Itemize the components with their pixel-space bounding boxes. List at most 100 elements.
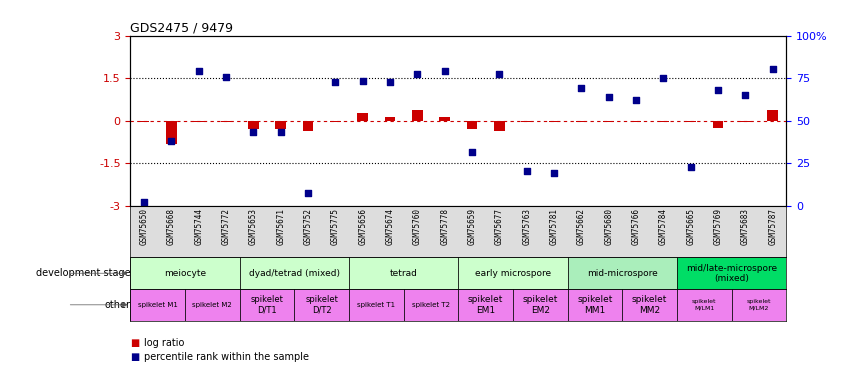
Text: GSM75671: GSM75671 bbox=[276, 209, 285, 245]
Text: spikelet
MM2: spikelet MM2 bbox=[632, 295, 668, 315]
Bar bbox=[139, 121, 149, 122]
Point bbox=[301, 190, 315, 196]
Text: spikelet M2: spikelet M2 bbox=[193, 302, 232, 308]
Bar bbox=[276, 121, 286, 129]
Point bbox=[383, 80, 397, 86]
Point bbox=[766, 66, 780, 72]
Text: GSM75778: GSM75778 bbox=[440, 209, 449, 245]
Text: spikelet
EM2: spikelet EM2 bbox=[522, 295, 558, 315]
Text: GSM75772: GSM75772 bbox=[221, 209, 230, 245]
Text: GSM75662: GSM75662 bbox=[577, 209, 586, 245]
Bar bbox=[568, 289, 622, 321]
Point bbox=[738, 92, 752, 98]
Bar bbox=[458, 289, 513, 321]
Bar bbox=[604, 121, 614, 122]
Bar bbox=[221, 121, 231, 122]
Point bbox=[137, 198, 151, 204]
Bar bbox=[631, 121, 641, 122]
Text: GSM75744: GSM75744 bbox=[194, 209, 204, 245]
Bar bbox=[495, 121, 505, 130]
Point bbox=[438, 68, 452, 74]
Bar bbox=[240, 257, 349, 289]
Bar bbox=[349, 289, 404, 321]
Bar bbox=[130, 257, 240, 289]
Text: GSM75784: GSM75784 bbox=[659, 209, 668, 245]
Bar bbox=[685, 121, 696, 122]
Text: GSM75787: GSM75787 bbox=[768, 209, 777, 245]
Text: early microspore: early microspore bbox=[475, 269, 551, 278]
Point bbox=[220, 74, 233, 80]
Text: GSM75680: GSM75680 bbox=[604, 209, 613, 245]
Point bbox=[711, 87, 725, 93]
Text: GSM75775: GSM75775 bbox=[331, 209, 340, 245]
Text: mid/late-microspore
(mixed): mid/late-microspore (mixed) bbox=[686, 264, 777, 283]
Text: GSM75677: GSM75677 bbox=[495, 209, 504, 245]
Point bbox=[329, 80, 342, 86]
Bar bbox=[677, 257, 786, 289]
Text: log ratio: log ratio bbox=[144, 338, 184, 348]
Point bbox=[602, 94, 616, 100]
Bar bbox=[167, 121, 177, 144]
Bar bbox=[622, 289, 677, 321]
Bar bbox=[303, 121, 313, 132]
Bar bbox=[768, 110, 778, 121]
Text: spikelet T1: spikelet T1 bbox=[357, 302, 395, 308]
Bar bbox=[568, 257, 677, 289]
Point bbox=[274, 129, 288, 135]
Text: GSM75763: GSM75763 bbox=[522, 209, 532, 245]
Text: ■: ■ bbox=[130, 338, 140, 348]
Text: GSM75653: GSM75653 bbox=[249, 209, 258, 245]
Point bbox=[246, 129, 260, 135]
Bar bbox=[357, 113, 368, 121]
Text: GSM75683: GSM75683 bbox=[741, 209, 750, 245]
Text: spikelet
M/LM2: spikelet M/LM2 bbox=[747, 299, 771, 310]
Bar bbox=[248, 121, 258, 129]
Text: ■: ■ bbox=[130, 352, 140, 362]
Bar bbox=[549, 121, 559, 122]
Bar bbox=[412, 110, 422, 121]
Text: tetrad: tetrad bbox=[389, 269, 418, 278]
Text: GSM75650: GSM75650 bbox=[140, 209, 149, 245]
Text: development stage: development stage bbox=[35, 268, 130, 278]
Text: GSM75665: GSM75665 bbox=[686, 209, 696, 245]
Text: spikelet M1: spikelet M1 bbox=[138, 302, 177, 308]
Text: GSM75656: GSM75656 bbox=[358, 209, 368, 245]
Text: dyad/tetrad (mixed): dyad/tetrad (mixed) bbox=[249, 269, 340, 278]
Bar bbox=[349, 257, 458, 289]
Bar bbox=[130, 289, 185, 321]
Text: spikelet
MM1: spikelet MM1 bbox=[577, 295, 613, 315]
Text: GSM75659: GSM75659 bbox=[468, 209, 477, 245]
Text: GSM75760: GSM75760 bbox=[413, 209, 422, 245]
Bar bbox=[294, 289, 349, 321]
Text: GSM75781: GSM75781 bbox=[549, 209, 558, 245]
Text: spikelet T2: spikelet T2 bbox=[412, 302, 450, 308]
Text: GSM75668: GSM75668 bbox=[167, 209, 176, 245]
Text: GSM75766: GSM75766 bbox=[632, 209, 641, 245]
Text: spikelet
M/LM1: spikelet M/LM1 bbox=[692, 299, 717, 310]
Point bbox=[410, 71, 424, 77]
Point bbox=[629, 97, 643, 103]
Bar bbox=[467, 121, 477, 129]
Text: spikelet
D/T2: spikelet D/T2 bbox=[305, 295, 338, 315]
Bar bbox=[513, 289, 568, 321]
Point bbox=[547, 170, 561, 176]
Text: meiocyte: meiocyte bbox=[164, 269, 206, 278]
Text: GSM75674: GSM75674 bbox=[385, 209, 394, 245]
Text: GSM75769: GSM75769 bbox=[713, 209, 722, 245]
Text: spikelet
D/T1: spikelet D/T1 bbox=[251, 295, 283, 315]
Text: other: other bbox=[104, 300, 130, 310]
Point bbox=[465, 149, 479, 155]
Bar bbox=[576, 121, 586, 122]
Point bbox=[356, 78, 369, 84]
Point bbox=[165, 138, 178, 144]
Text: GSM75752: GSM75752 bbox=[304, 209, 313, 245]
Bar bbox=[521, 121, 532, 122]
Bar bbox=[677, 289, 732, 321]
Bar bbox=[740, 121, 750, 122]
Point bbox=[520, 168, 533, 174]
Text: GDS2475 / 9479: GDS2475 / 9479 bbox=[130, 21, 233, 34]
Point bbox=[192, 68, 205, 74]
Bar bbox=[193, 121, 204, 122]
Point bbox=[493, 71, 506, 77]
Text: mid-microspore: mid-microspore bbox=[587, 269, 658, 278]
